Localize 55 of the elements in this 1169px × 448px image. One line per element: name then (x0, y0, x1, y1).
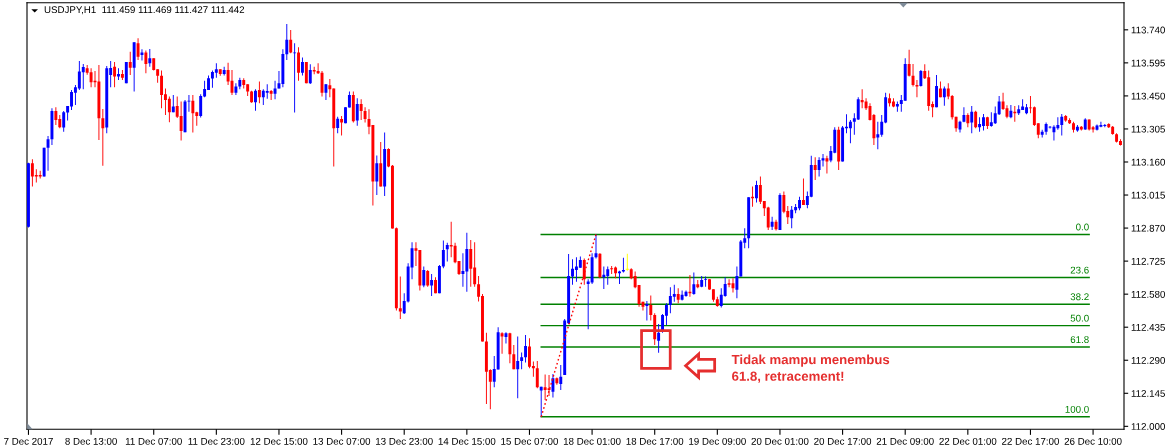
candlestick (625, 253, 629, 271)
series-label: 0.0 (1076, 223, 1089, 231)
line-series (540, 233, 597, 418)
candlestick (610, 265, 614, 274)
series-label: 23.6 (1070, 266, 1089, 274)
y-tick-label: 112.000 (1131, 423, 1165, 430)
x-tick-label: 14 Dec 15:00 (438, 437, 496, 445)
y-tick-label: 112.870 (1131, 224, 1165, 232)
x-tick-label: 15 Dec 07:00 (501, 437, 558, 445)
y-tick-label: 113.740 (1131, 26, 1165, 34)
x-tick-label: 26 Dec 10:00 (1064, 437, 1122, 445)
x-tick-label: 18 Dec 17:00 (626, 437, 684, 445)
x-tick-label: 12 Dec 15:00 (250, 437, 308, 445)
candlestick (516, 336, 520, 399)
y-tick-label: 113.015 (1131, 191, 1165, 199)
x-tick-label: 22 Dec 01:00 (939, 437, 997, 445)
y-tick-label: 113.160 (1131, 158, 1165, 166)
y-tick-label: 112.435 (1131, 323, 1165, 331)
y-tick-label: 112.290 (1131, 356, 1165, 364)
x-tick-label: 21 Dec 09:00 (876, 437, 934, 445)
x-tick-label: 7 Dec 2017 (4, 437, 53, 445)
candlestick (265, 84, 269, 99)
candlestick (574, 257, 578, 282)
candlestick (449, 221, 453, 258)
x-tick-label: 20 Dec 01:00 (751, 437, 809, 445)
candlestick (978, 117, 982, 132)
candlestick (543, 374, 547, 400)
candlestick (621, 257, 625, 273)
candlestick (500, 332, 504, 354)
x-tick-label: 11 Dec 07:00 (125, 437, 182, 445)
x-tick-label: 11 Dec 23:00 (188, 437, 245, 445)
y-tick-label: 112.580 (1131, 290, 1165, 298)
y-tick-label: 113.595 (1131, 59, 1165, 67)
x-tick-label: 13 Dec 23:00 (376, 437, 433, 445)
series-label: 38.2 (1070, 293, 1089, 301)
series-label: 61.8 (1070, 336, 1089, 344)
candlestick (187, 94, 191, 112)
candlestick (398, 276, 402, 319)
x-tick-label: 19 Dec 09:00 (689, 437, 746, 445)
series-label: 50.0 (1070, 314, 1089, 322)
x-tick-label: 20 Dec 17:00 (814, 437, 872, 445)
x-tick-label: 18 Dec 01:00 (563, 437, 621, 445)
annotation: Tidak mampu menembus 61.8, retracement! (731, 354, 890, 383)
y-tick-label: 112.725 (1131, 257, 1165, 265)
y-tick-label: 112.145 (1131, 390, 1165, 397)
candlestick (645, 301, 649, 321)
candlestick (704, 276, 708, 287)
y-tick-label: 113.450 (1131, 92, 1165, 100)
y-tick-label: 113.305 (1131, 125, 1165, 133)
x-tick-label: 22 Dec 17:00 (1002, 437, 1059, 445)
x-tick-label: 13 Dec 07:00 (313, 437, 371, 445)
candlestick (461, 253, 465, 287)
x-tick-label: 8 Dec 13:00 (65, 437, 117, 445)
series-label: 100.0 (1065, 405, 1089, 413)
chart-title: USDJPY,H1 111.459 111.469 111.427 111.442 (44, 6, 245, 15)
